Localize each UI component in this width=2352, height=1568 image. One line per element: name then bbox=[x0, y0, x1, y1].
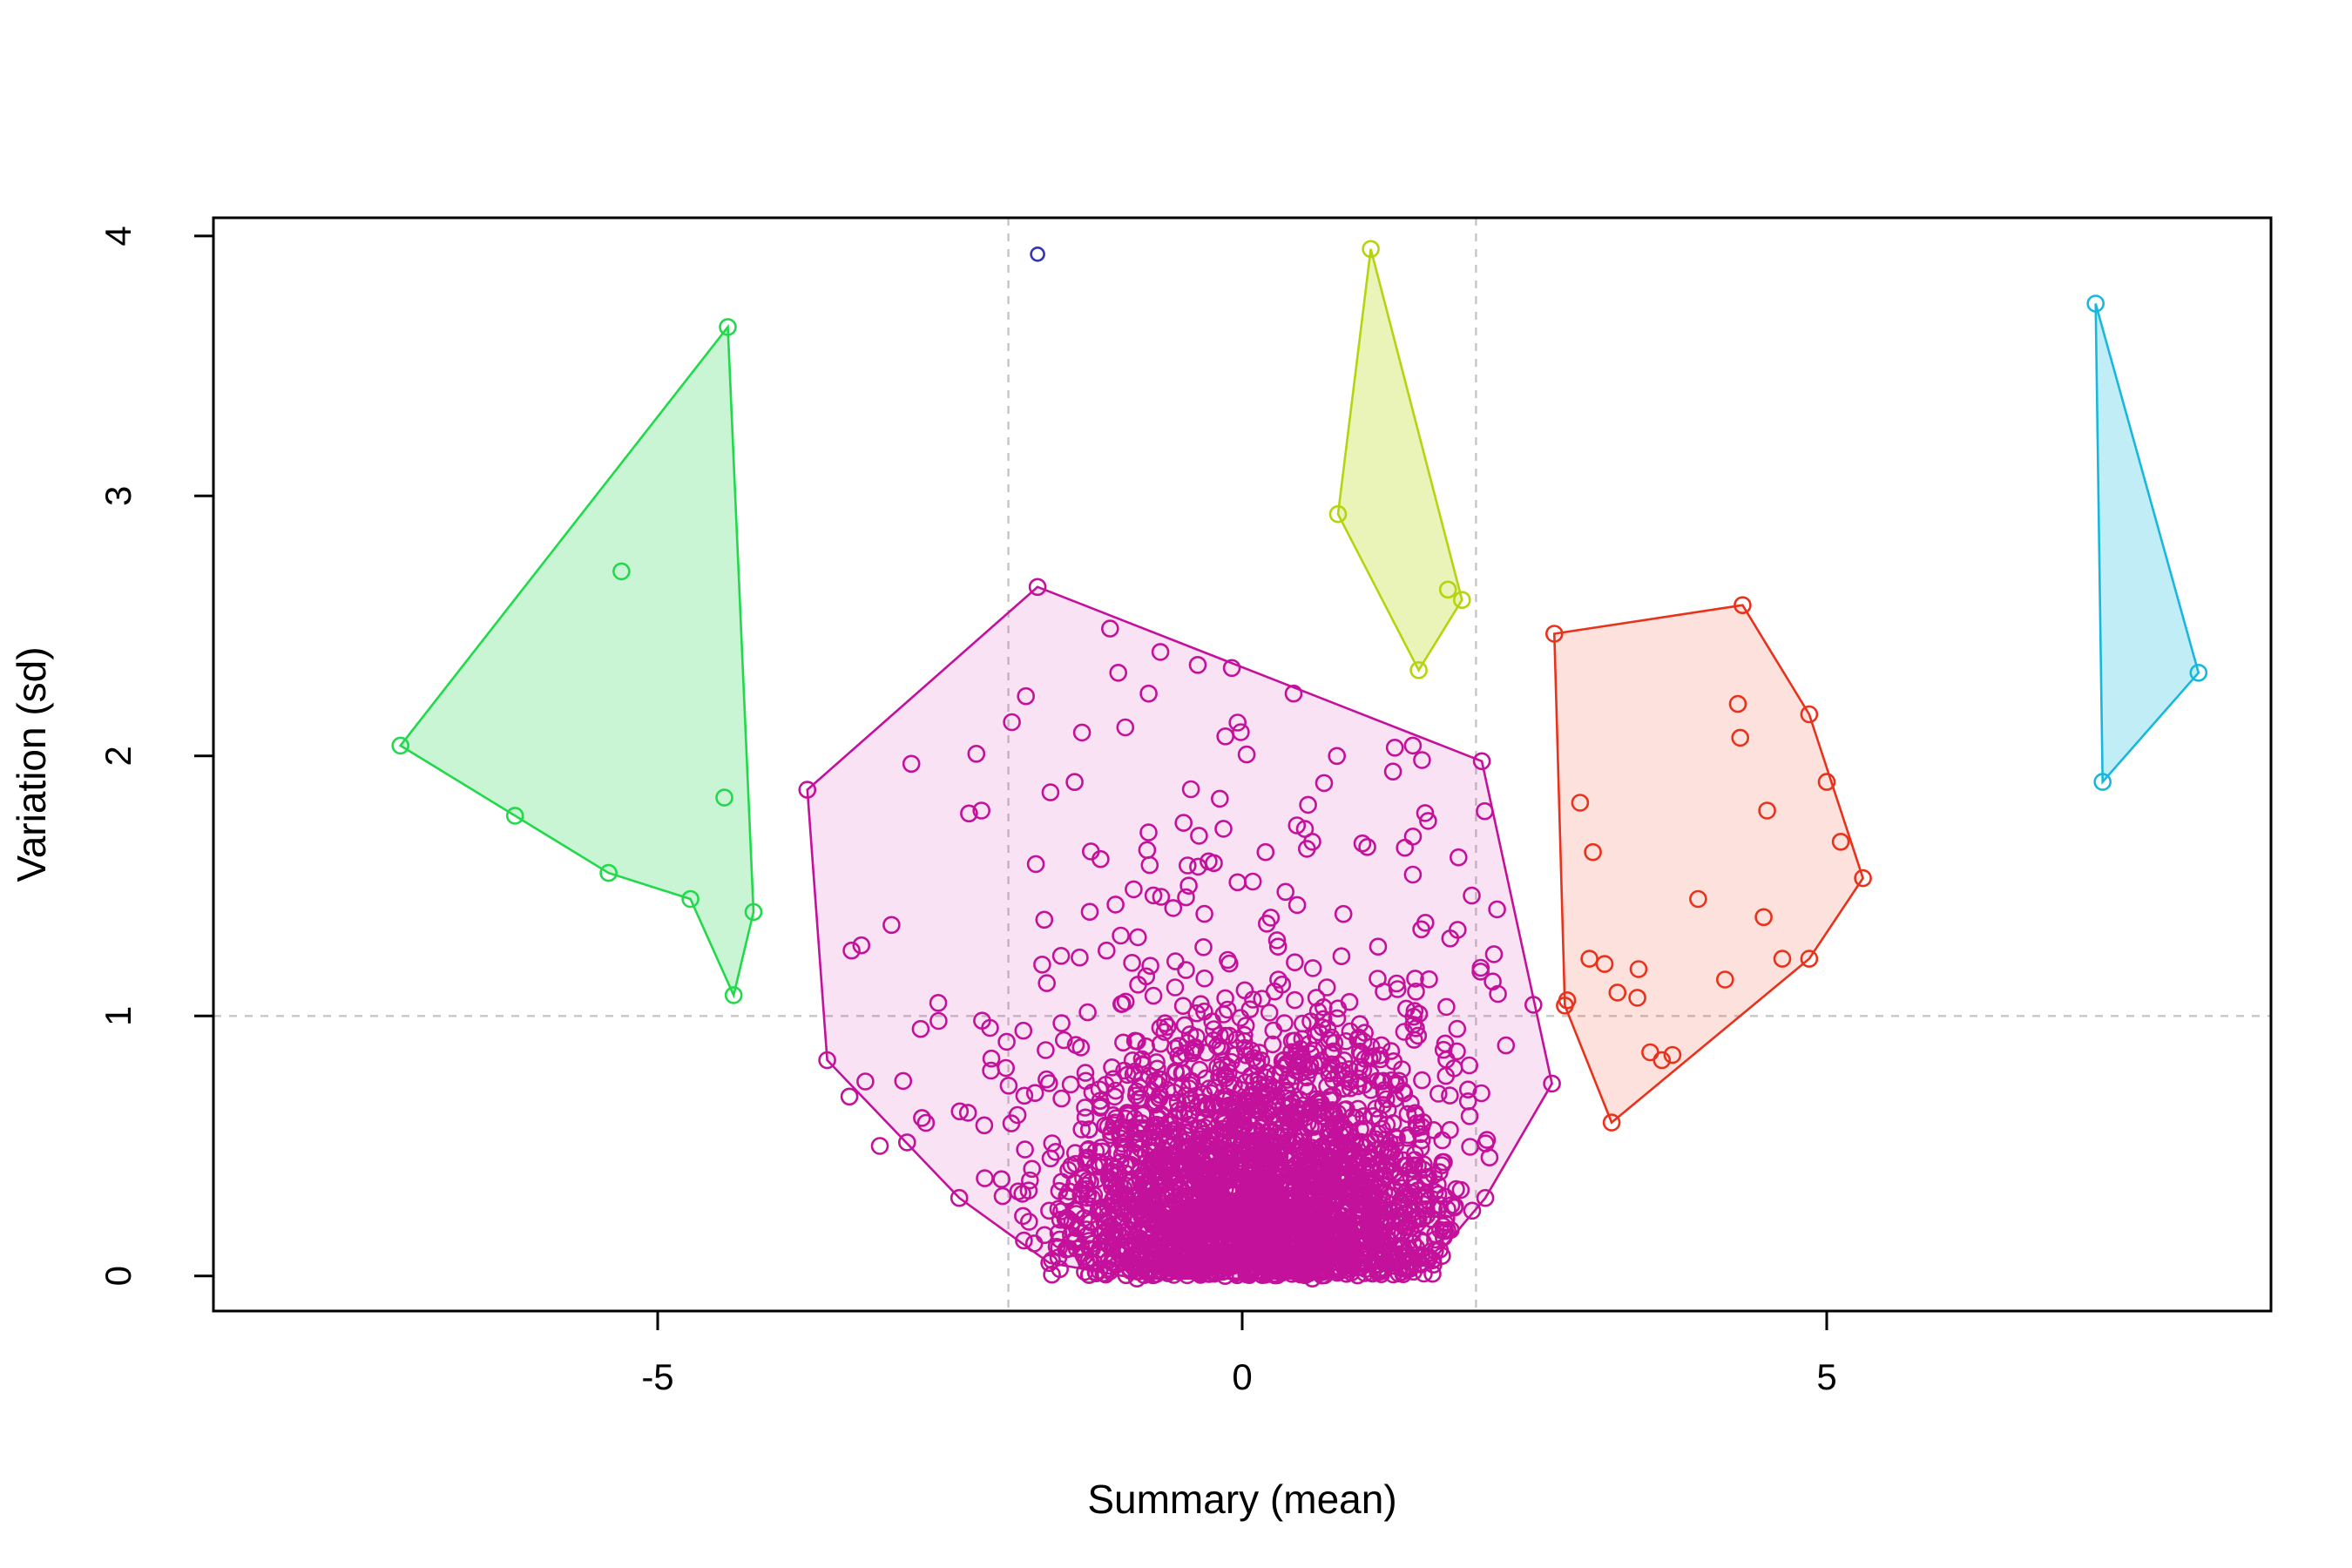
y-axis-title: Variation (sd) bbox=[9, 646, 54, 882]
yellowgreen-cluster-points bbox=[1328, 240, 1471, 679]
red-cluster-points bbox=[1545, 596, 1872, 1132]
cyan-cluster-hull bbox=[2094, 303, 2200, 785]
y-axis-tick-label: 0 bbox=[98, 1266, 139, 1286]
cyan-cluster-points bbox=[2086, 294, 2208, 791]
x-axis-tick-label: -5 bbox=[641, 1356, 673, 1397]
y-axis-tick-label: 3 bbox=[98, 486, 139, 506]
green-cluster-points bbox=[391, 318, 763, 1004]
blue-outlier-points bbox=[1030, 246, 1045, 262]
red-cluster-hull bbox=[1552, 604, 1865, 1125]
green-cluster-hull bbox=[398, 323, 755, 999]
y-axis-tick-label: 1 bbox=[98, 1006, 139, 1026]
magenta-cluster-points bbox=[798, 578, 1561, 1288]
y-axis-tick-label: 2 bbox=[98, 746, 139, 766]
x-axis-tick-label: 5 bbox=[1816, 1356, 1836, 1397]
yellowgreen-cluster-hull bbox=[1336, 248, 1463, 672]
x-axis-tick-label: 0 bbox=[1232, 1356, 1252, 1397]
y-axis-tick-label: 4 bbox=[98, 226, 139, 246]
x-axis-title: Summary (mean) bbox=[1087, 1477, 1396, 1522]
